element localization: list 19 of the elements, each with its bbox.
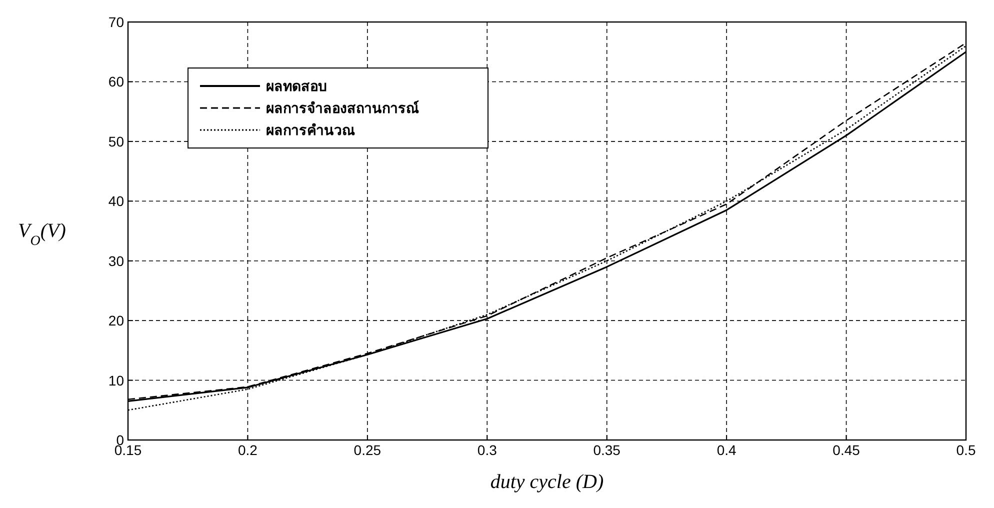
y-tick-label: 50: [108, 133, 124, 150]
y-tick-label: 30: [108, 252, 124, 269]
x-tick-label: 0.3: [477, 442, 498, 458]
y-tick-label: 60: [108, 74, 124, 90]
y-axis-title: V$_{O}$(V): [18, 220, 66, 248]
x-tick-label: 0.5: [956, 442, 976, 458]
x-tick-label: 0.4: [716, 442, 737, 458]
y-tick-label: 10: [108, 372, 124, 388]
x-tick-label: 0.2: [238, 442, 258, 458]
y-tick-label: 20: [108, 312, 124, 329]
legend-label: ผลทดสอบ: [266, 79, 327, 95]
x-axis-title: duty cycle (D): [490, 471, 604, 493]
legend-label: ผลการจำลองสถานการณ์: [266, 100, 419, 117]
legend-label: ผลการคำนวณ: [266, 123, 355, 139]
x-tick-label: 0.25: [354, 442, 382, 458]
x-tick-label: 0.35: [593, 442, 621, 458]
x-tick-label: 0.45: [832, 442, 860, 458]
y-tick-label: 40: [108, 193, 124, 210]
y-tick-label: 70: [108, 14, 124, 30]
